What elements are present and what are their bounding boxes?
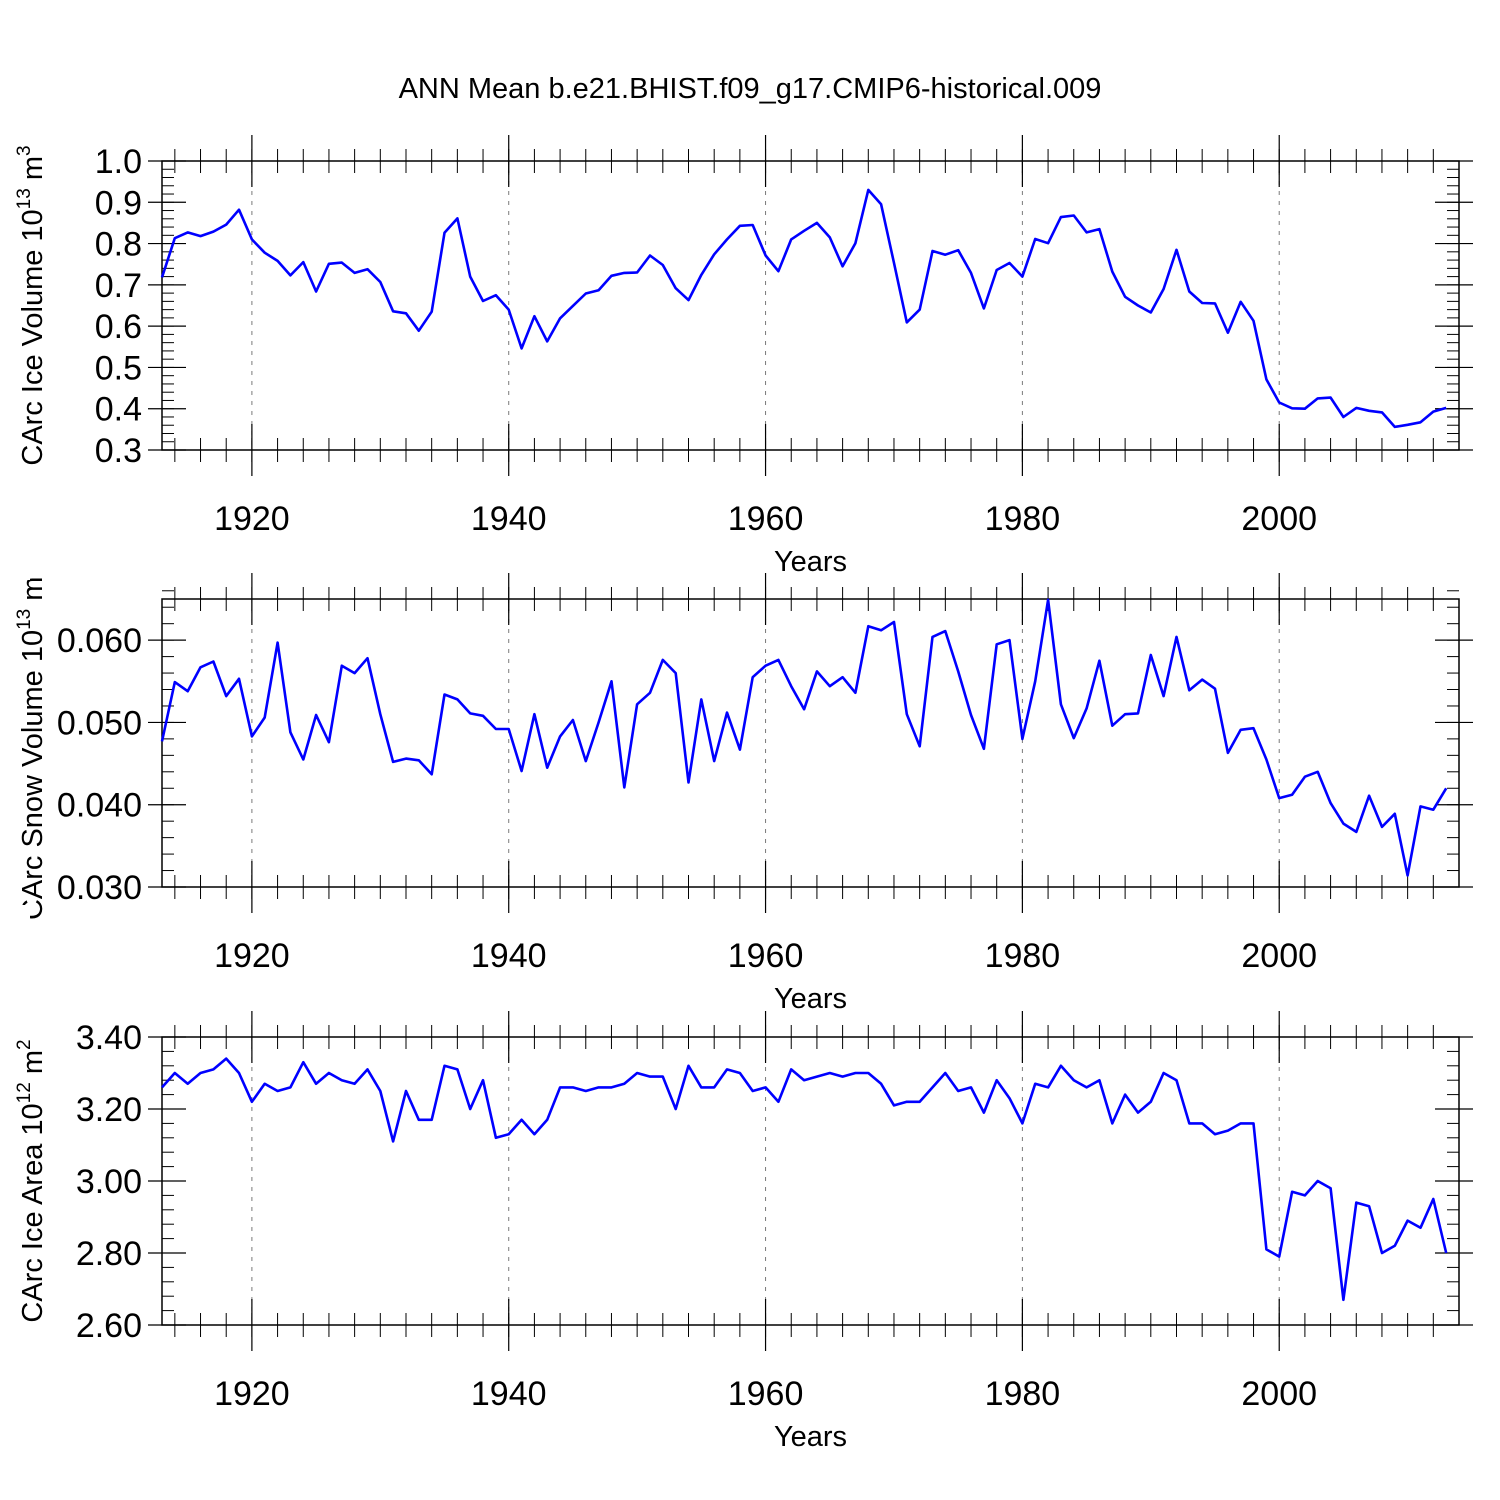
y-tick-label: 0.5 (95, 349, 142, 387)
y-tick-label: 2.60 (76, 1307, 142, 1345)
x-tick-label: 2000 (1241, 1375, 1317, 1413)
y-tick-label: 0.3 (95, 432, 142, 470)
y-tick-label: 0.7 (95, 267, 142, 305)
y-axis-label: CArc Ice Area 1012 m2 (14, 1039, 49, 1322)
y-tick-label: 0.8 (95, 226, 142, 264)
y-tick-label: 0.9 (95, 184, 142, 222)
y-tick-label: 3.40 (76, 1019, 142, 1057)
y-tick-label: 3.20 (76, 1091, 142, 1129)
y-tick-label: 0.050 (57, 704, 142, 742)
x-tick-label: 1980 (985, 1375, 1061, 1413)
x-tick-label: 2000 (1241, 500, 1317, 538)
chart-title: ANN Mean b.e21.BHIST.f09_g17.CMIP6-histo… (399, 73, 1102, 105)
x-tick-label: 1960 (728, 500, 804, 538)
series-line (160, 188, 1447, 429)
chart-panel-1: 0.30.4 0.50.60.70.8 0.91.0 1920 1940 1960 1980… (14, 135, 1473, 578)
x-tick-label: 1960 (728, 937, 804, 975)
chart-panel-2: 0.030 0.040 0.050 0.060 1920 1940 1960 1980 2000… (14, 566, 1473, 1015)
x-tick-label: 1940 (471, 500, 547, 538)
y-axis-label: CArc Snow Volume 1013 m3 (14, 566, 49, 920)
y-tick-label: 0.6 (95, 308, 142, 346)
y-tick-label: 2.80 (76, 1235, 142, 1273)
y-tick-label: 0.030 (57, 869, 142, 907)
x-tick-label: 1940 (471, 1375, 547, 1413)
y-tick-label: 0.060 (57, 622, 142, 660)
x-tick-label: 1920 (214, 937, 290, 975)
x-tick-label: 1980 (985, 500, 1061, 538)
y-tick-label: 3.00 (76, 1163, 142, 1201)
x-tick-label: 1940 (471, 937, 547, 975)
x-tick-label: 1980 (985, 937, 1061, 975)
x-tick-label: 1920 (214, 1375, 290, 1413)
x-axis-label: Years (774, 546, 847, 578)
series-line (160, 598, 1448, 877)
x-tick-label: 2000 (1241, 937, 1317, 975)
y-tick-label: 1.0 (95, 143, 142, 181)
label-clip-top (0, 560, 30, 580)
x-axis-label: Years (774, 983, 847, 1015)
x-tick-label: 1920 (214, 500, 290, 538)
y-axis-label: CArc Ice Volume 1013 m3 (14, 145, 49, 465)
x-tick-label: 1960 (728, 1375, 804, 1413)
series-line (161, 1057, 1448, 1302)
x-axis-label: Years (774, 1421, 847, 1453)
plot-frame (161, 1036, 1460, 1326)
plot-frame (161, 160, 1460, 451)
label-clip-bottom (0, 905, 30, 925)
y-tick-label: 0.4 (95, 391, 142, 429)
y-tick-label: 0.040 (57, 787, 142, 825)
plot-frame (161, 598, 1460, 888)
chart-panel-3: 2.60 2.80 3.00 3.20 3.40 1920 1940 1960 1980 2000… (14, 1011, 1473, 1453)
